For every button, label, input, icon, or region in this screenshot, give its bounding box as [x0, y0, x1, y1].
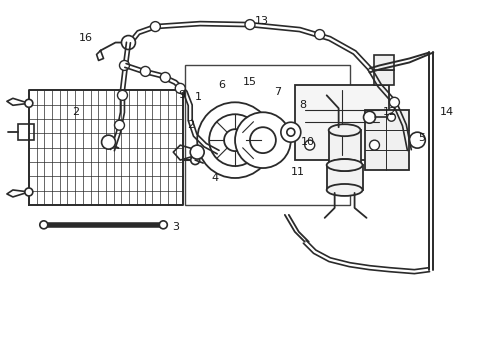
Ellipse shape [329, 124, 361, 136]
Circle shape [122, 36, 135, 50]
Bar [329, 130, 361, 165]
Circle shape [364, 111, 375, 123]
Circle shape [305, 140, 315, 150]
Circle shape [235, 112, 291, 168]
Circle shape [150, 22, 160, 32]
Text: 11: 11 [291, 167, 305, 177]
Circle shape [388, 113, 395, 121]
Text: 4: 4 [212, 173, 219, 183]
Circle shape [40, 221, 48, 229]
Circle shape [409, 132, 425, 148]
Bar [327, 165, 363, 190]
Text: 9: 9 [179, 90, 186, 100]
Circle shape [25, 188, 33, 196]
Bar [374, 55, 394, 71]
Text: 13: 13 [255, 15, 269, 26]
Text: 3: 3 [172, 222, 179, 232]
Text: 5: 5 [418, 133, 425, 143]
Text: 2: 2 [72, 107, 79, 117]
Text: 16: 16 [78, 32, 93, 42]
Circle shape [120, 60, 129, 71]
Circle shape [315, 30, 325, 40]
Circle shape [209, 114, 261, 166]
Circle shape [191, 156, 200, 165]
Circle shape [115, 120, 124, 130]
Bar [295, 85, 390, 160]
Text: 8: 8 [299, 100, 306, 110]
Circle shape [281, 122, 301, 142]
Circle shape [190, 145, 204, 159]
Text: 2: 2 [187, 120, 194, 130]
Text: 6: 6 [219, 80, 225, 90]
Circle shape [101, 135, 116, 149]
Circle shape [197, 102, 273, 178]
Text: 15: 15 [243, 77, 257, 87]
Ellipse shape [327, 184, 363, 196]
Circle shape [175, 84, 185, 93]
Circle shape [390, 97, 399, 107]
Ellipse shape [329, 159, 361, 171]
Circle shape [25, 99, 33, 107]
Circle shape [159, 221, 167, 229]
Circle shape [250, 127, 276, 153]
Circle shape [160, 72, 171, 82]
Bar [185, 66, 349, 205]
Text: 1: 1 [195, 92, 202, 102]
Circle shape [224, 129, 246, 151]
Circle shape [245, 20, 255, 30]
Ellipse shape [327, 159, 363, 171]
Circle shape [369, 140, 379, 150]
Bar [18, 124, 34, 140]
Text: 7: 7 [274, 87, 281, 97]
Text: 14: 14 [440, 107, 454, 117]
Circle shape [141, 67, 150, 76]
Circle shape [287, 128, 295, 136]
Circle shape [118, 90, 127, 100]
Text: 12: 12 [382, 107, 396, 117]
Text: 10: 10 [301, 137, 315, 147]
Bar [374, 71, 394, 85]
Bar [365, 110, 409, 170]
